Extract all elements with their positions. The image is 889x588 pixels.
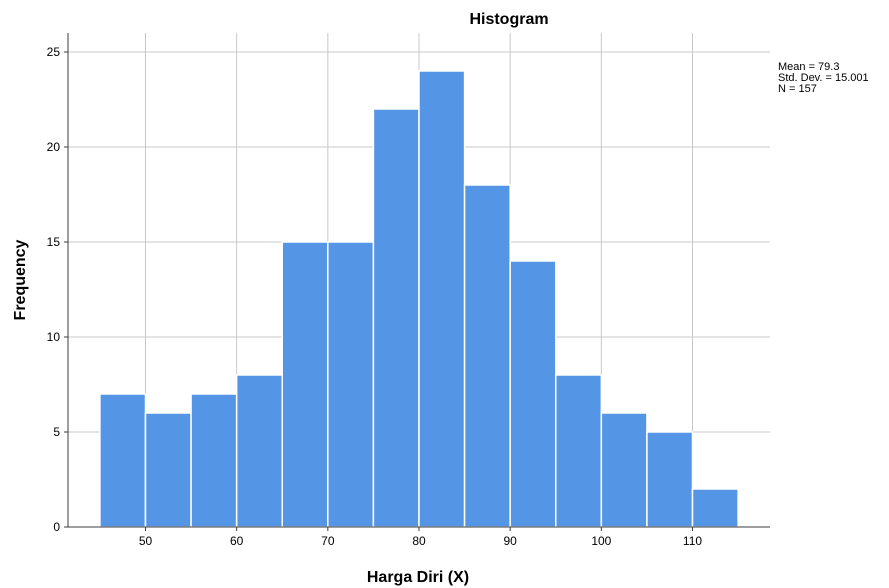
x-tick-label: 70: [321, 534, 335, 548]
stats-n: N = 157: [778, 83, 817, 95]
bars: [99, 70, 739, 528]
histogram-bar: [144, 412, 192, 528]
histogram-bar: [190, 393, 238, 528]
histogram-bar: [646, 431, 694, 528]
histogram-bar: [691, 488, 739, 528]
histogram-bar: [327, 241, 375, 528]
y-tick-label: 10: [47, 330, 61, 344]
stats-box: Mean = 79.3 Std. Dev. = 15.001 N = 157: [778, 61, 869, 95]
y-tick-label: 25: [47, 45, 61, 59]
y-tick-label: 15: [47, 235, 61, 249]
x-tick-label: 80: [412, 534, 426, 548]
y-tick-labels: 0 5 10 15 20 25: [47, 45, 68, 534]
histogram-bar: [509, 260, 557, 528]
histogram-bar: [235, 374, 283, 528]
histogram-bar: [99, 393, 147, 528]
histogram-bar: [463, 184, 511, 528]
x-tick-label: 60: [230, 534, 244, 548]
x-tick-labels: 50 60 70 80 90 100 110: [139, 527, 702, 548]
histogram-bar: [418, 70, 466, 528]
y-tick-label: 20: [47, 140, 61, 154]
histogram-bar: [555, 374, 603, 528]
y-axis-label: Frequency: [12, 239, 29, 320]
chart-title: Histogram: [469, 11, 548, 28]
x-tick-label: 100: [591, 534, 611, 548]
histogram-bar: [372, 108, 420, 528]
histogram-bar: [600, 412, 648, 528]
x-tick-label: 50: [139, 534, 153, 548]
y-tick-label: 0: [53, 520, 60, 534]
x-axis-label: Harga Diri (X): [367, 569, 469, 586]
stats-mean: Mean = 79.3: [778, 61, 839, 73]
y-tick-label: 5: [53, 425, 60, 439]
histogram-bar: [281, 241, 329, 528]
x-tick-label: 110: [683, 534, 702, 548]
x-tick-label: 90: [503, 534, 517, 548]
stats-std-dev: Std. Dev. = 15.001: [778, 72, 869, 84]
